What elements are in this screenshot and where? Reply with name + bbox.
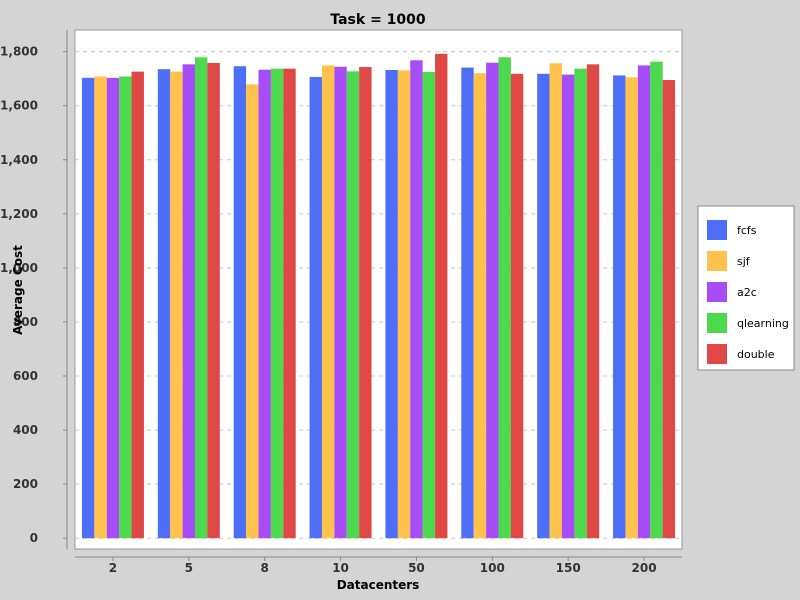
legend-label-sjf: sjf [737,255,751,268]
bar-qlearning-200 [650,61,663,539]
bar-a2c-8 [258,69,271,539]
bar-qlearning-10 [346,71,360,539]
x-tick-label: 5 [185,561,193,575]
bar-a2c-5 [182,64,196,539]
x-axis-ticks: 2 5 8 10 50 100 150 200 [109,557,657,575]
y-axis-title: Average Cost [11,245,25,335]
x-tick-label: 10 [332,561,349,575]
bar-sjf-8 [246,84,259,539]
bar-double-100 [510,73,524,539]
x-tick-label: 200 [632,561,657,575]
y-tick-label: 800 [13,315,38,329]
bar-qlearning-2 [119,76,132,539]
y-axis-ticks: 0 200 400 600 800 1,000 1,200 1,400 1,600 1,800 [0,45,67,545]
y-tick-label: 1,800 [0,45,38,59]
y-tick-label: 400 [13,423,38,437]
y-tick-label: 200 [13,477,38,491]
bar-qlearning-100 [498,57,511,539]
legend: fcfs sjf a2c qlearning double [697,205,795,371]
bar-fcfs-150 [537,73,550,539]
bar-fcfs-100 [461,67,474,539]
bar-sjf-5 [170,71,183,539]
bar-double-50 [435,53,448,539]
bar-a2c-2 [106,77,120,539]
bar-qlearning-8 [270,68,284,539]
y-tick-label: 1,000 [0,261,38,275]
bars [81,53,676,539]
bar-fcfs-10 [309,77,322,539]
bar-double-200 [662,80,676,539]
y-tick-label: 1,600 [0,99,38,113]
bar-qlearning-50 [422,71,436,539]
x-tick-label: 50 [408,561,425,575]
bar-sjf-10 [321,65,335,539]
y-tick-label: 0 [30,531,38,545]
bar-fcfs-2 [81,77,95,539]
legend-label-qlearning: qlearning [737,317,789,330]
legend-label-a2c: a2c [737,286,757,299]
x-tick-label: 2 [109,561,117,575]
legend-label-double: double [737,348,775,361]
legend-label-fcfs: fcfs [737,224,757,237]
legend-swatch-double [707,344,727,364]
bar-double-10 [359,67,372,539]
bar-double-150 [586,64,600,539]
legend-swatch-sjf [707,251,727,271]
x-axis-title: Datacenters [337,578,420,592]
bar-a2c-150 [561,74,575,539]
bar-sjf-200 [625,77,638,539]
bar-a2c-50 [410,60,423,539]
legend-swatch-a2c [707,282,727,302]
legend-swatch-qlearning [707,313,727,333]
bar-fcfs-200 [613,75,626,539]
x-tick-label: 150 [556,561,581,575]
bar-fcfs-50 [385,70,398,539]
bar-a2c-200 [637,65,651,539]
y-tick-label: 600 [13,369,38,383]
bar-sjf-150 [549,63,562,539]
bar-fcfs-8 [233,66,247,539]
x-tick-label: 8 [261,561,269,575]
x-tick-label: 100 [480,561,505,575]
bar-double-8 [283,68,296,539]
bar-a2c-10 [334,66,347,539]
chart-title: Task = 1000 [330,12,426,28]
bar-a2c-100 [486,62,499,539]
bar-double-2 [131,71,144,539]
bar-fcfs-5 [157,69,171,539]
bar-sjf-100 [473,73,487,539]
bar-sjf-50 [397,70,411,539]
y-tick-label: 1,200 [0,207,38,221]
bar-sjf-2 [94,76,107,539]
y-tick-label: 1,400 [0,153,38,167]
bar-double-5 [207,62,220,539]
legend-swatch-fcfs [707,220,727,240]
bar-qlearning-150 [574,68,587,539]
bar-qlearning-5 [195,57,208,539]
